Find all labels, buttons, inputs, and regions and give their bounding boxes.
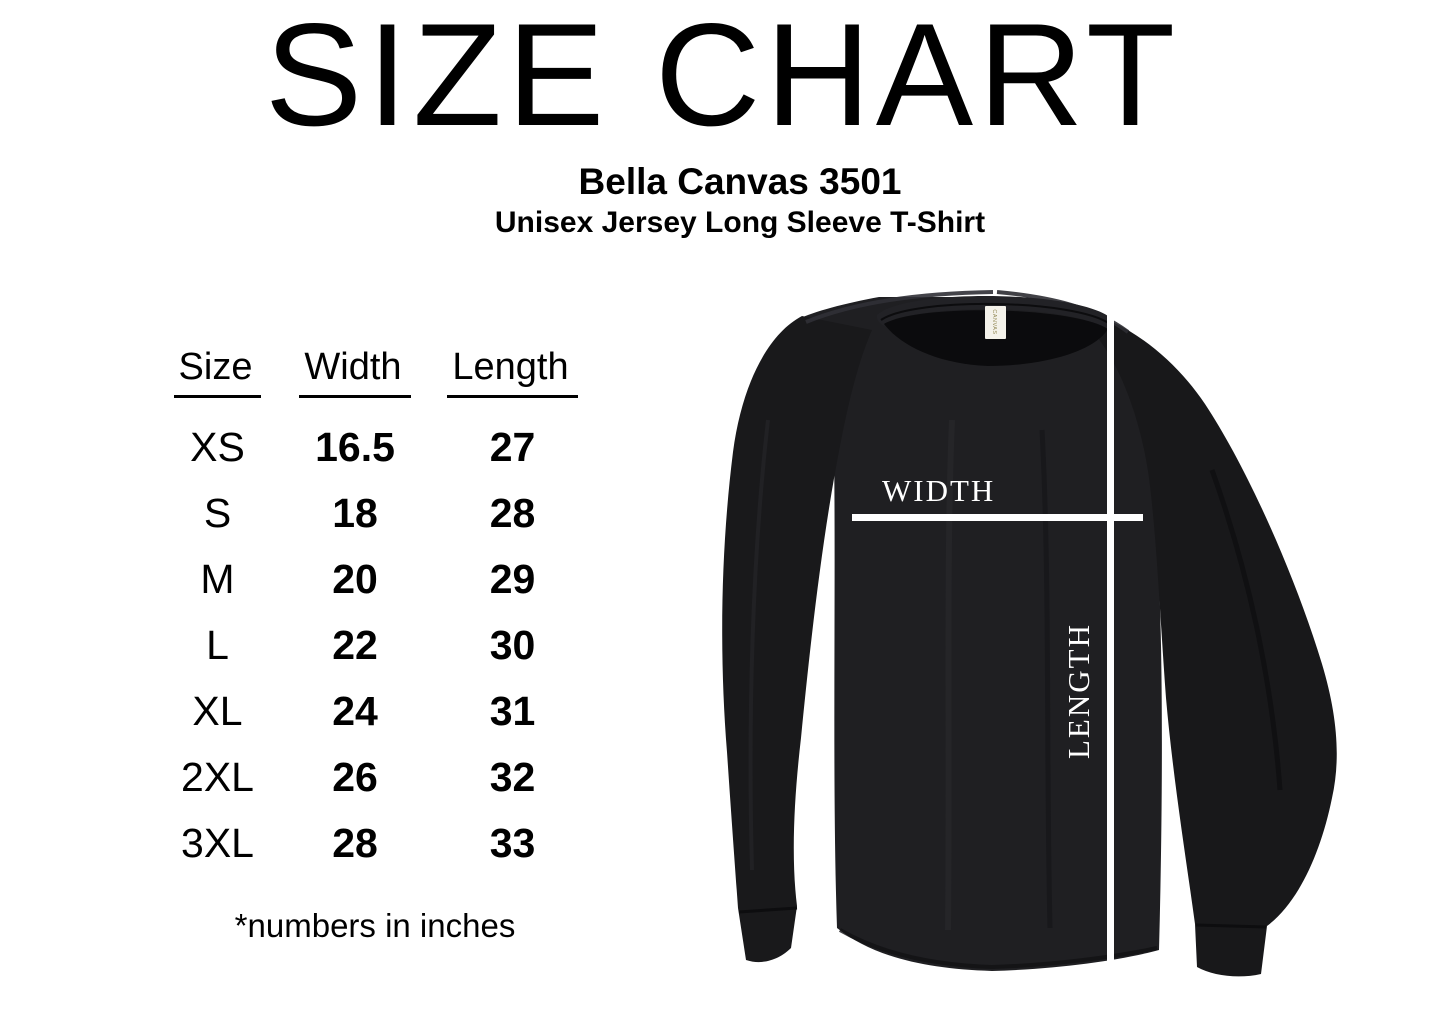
product-name: Unisex Jersey Long Sleeve T-Shirt	[494, 206, 986, 239]
body-fold-dark	[1039, 429, 1053, 929]
width-value-3xl: 28	[332, 820, 378, 866]
size-label-2xl: 2XL	[181, 754, 254, 800]
neck-tag	[985, 306, 1006, 339]
length-value-2xl: 32	[489, 754, 536, 800]
width-value-2xl: 26	[332, 754, 378, 800]
page-title: SIZE CHART	[264, 0, 1181, 156]
size-label-m: M	[200, 556, 235, 602]
size-label-xl: XL	[192, 688, 243, 734]
width-value-m: 20	[332, 556, 378, 602]
shirt-body	[799, 297, 1162, 971]
width-value-xs: 16.5	[315, 424, 395, 470]
length-measure-line	[1107, 307, 1114, 963]
width-value-l: 22	[332, 622, 378, 668]
hem-seam	[839, 928, 1158, 970]
length-value-m: 29	[489, 556, 536, 602]
collar-band	[876, 295, 1113, 330]
left-sleeve-crease	[748, 419, 770, 871]
length-value-xl: 31	[489, 688, 536, 734]
length-value-s: 28	[489, 490, 536, 536]
width-measure-label: WIDTH	[882, 473, 995, 508]
column-header-width-label: Width	[299, 344, 411, 398]
left-cuff-seam	[738, 906, 798, 914]
column-header-width: Width	[285, 344, 425, 414]
units-footnote: *numbers in inches	[234, 907, 516, 944]
length-measure-label: LENGTH	[1061, 623, 1096, 759]
right-sleeve-crease	[1209, 469, 1283, 791]
size-label-xs: XS	[190, 424, 245, 470]
length-value-xs: 27	[489, 424, 536, 470]
left-shoulder-highlight	[805, 290, 994, 324]
width-measure-line	[852, 514, 1143, 521]
width-value-s: 18	[332, 490, 378, 536]
size-label-s: S	[203, 490, 232, 536]
left-sleeve	[722, 316, 872, 963]
size-label-3xl: 3XL	[181, 820, 254, 866]
column-header-length-label: Length	[447, 344, 578, 398]
collar-stitch	[880, 303, 1111, 325]
length-value-3xl: 33	[489, 820, 536, 866]
column-header-length: Length	[425, 344, 600, 414]
body-fold-shade	[945, 419, 955, 931]
right-cuff-seam	[1195, 923, 1267, 929]
brand-name: Bella Canvas 3501	[578, 161, 902, 202]
column-header-size-label: Size	[173, 344, 262, 398]
right-sleeve	[1082, 310, 1337, 977]
size-label-l: L	[206, 622, 229, 668]
size-table: Size Width Length XS 16.5 27 S 18 28 M 2…	[150, 344, 600, 876]
width-value-xl: 24	[332, 688, 378, 734]
shirt-measurement-diagram: CANVAS WIDTH LENGTH	[722, 290, 1337, 977]
neck-tag-text: CANVAS	[991, 309, 997, 334]
length-value-l: 30	[489, 622, 536, 668]
column-header-size: Size	[150, 344, 285, 414]
